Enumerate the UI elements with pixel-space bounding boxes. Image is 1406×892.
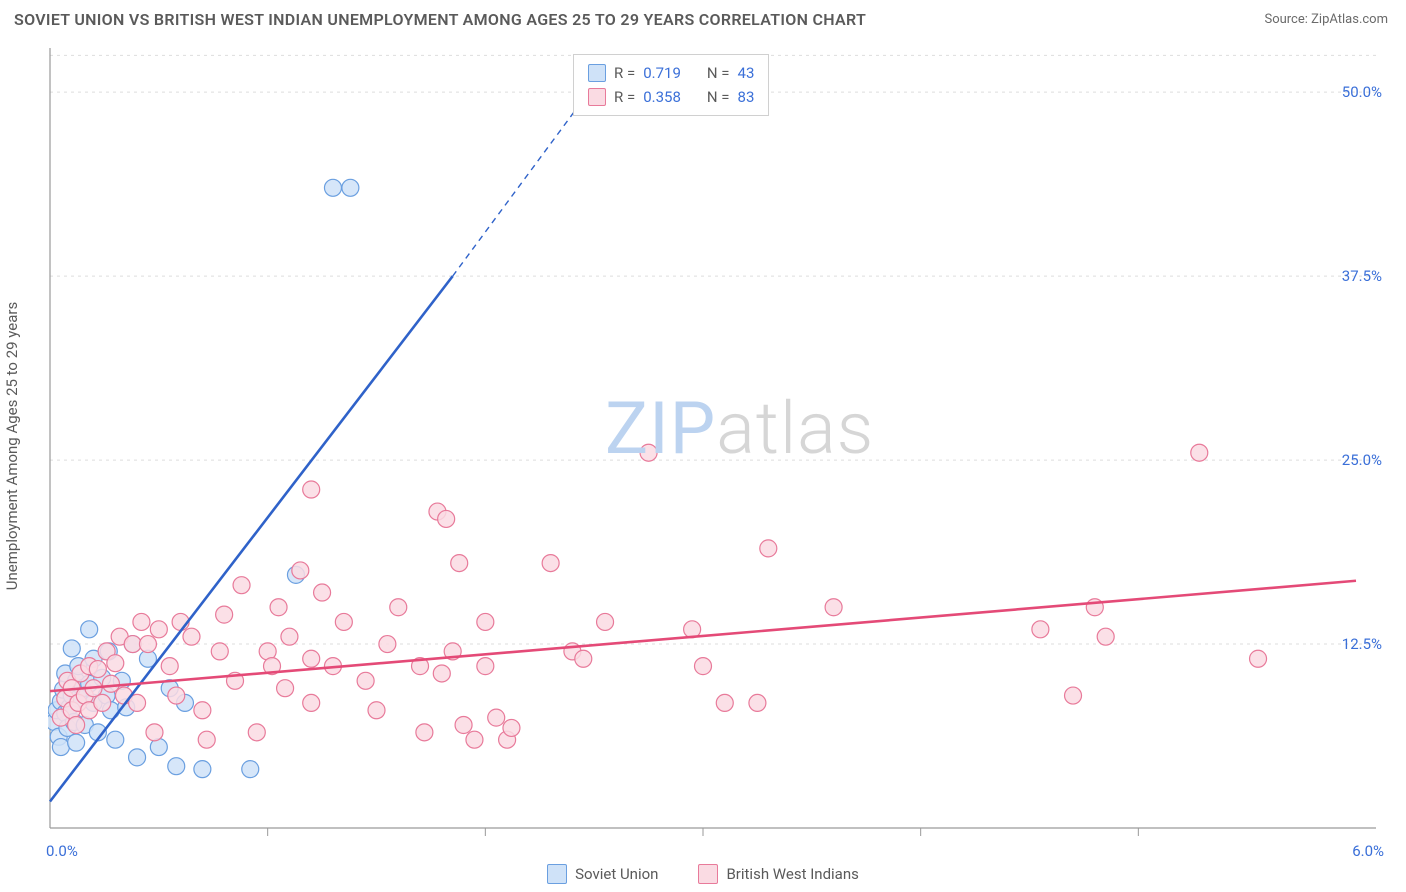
legend-swatch-bwi [698,864,718,884]
r-value-bwi: 0.358 [643,85,681,109]
stats-row-bwi: R = 0.358 N = 83 [588,85,754,109]
r-label: R = [614,85,635,109]
x-axis-max-label: 6.0% [1352,842,1384,860]
n-value-soviet: 43 [738,61,755,85]
source-link[interactable]: ZipAtlas.com [1311,12,1388,27]
r-value-soviet: 0.719 [643,61,681,85]
chart-title: SOVIET UNION VS BRITISH WEST INDIAN UNEM… [14,10,866,29]
scatter-chart [48,48,1386,842]
stats-swatch-soviet [588,64,606,82]
r-label: R = [614,61,635,85]
n-label: N = [707,85,730,109]
y-axis-label: Unemployment Among Ages 25 to 29 years [3,302,21,590]
y-tick-label: 37.5% [1342,267,1382,285]
source-credit: Source: ZipAtlas.com [1264,12,1388,27]
stats-row-soviet: R = 0.719 N = 43 [588,61,754,85]
y-tick-label: 50.0% [1342,83,1382,101]
stats-legend-box: R = 0.719 N = 43 R = 0.358 N = 83 [573,54,769,116]
n-value-bwi: 83 [738,85,755,109]
x-axis-origin-label: 0.0% [46,842,78,860]
bottom-legend: Soviet Union British West Indians [0,864,1406,884]
legend-item-soviet: Soviet Union [547,864,658,884]
y-tick-label: 12.5% [1342,635,1382,653]
legend-label-soviet: Soviet Union [575,865,658,883]
legend-label-bwi: British West Indians [726,865,858,883]
legend-item-bwi: British West Indians [698,864,858,884]
n-label: N = [707,61,730,85]
plot-area [48,48,1386,842]
legend-swatch-soviet [547,864,567,884]
source-label: Source: [1264,12,1311,27]
y-tick-label: 25.0% [1342,451,1382,469]
stats-swatch-bwi [588,88,606,106]
